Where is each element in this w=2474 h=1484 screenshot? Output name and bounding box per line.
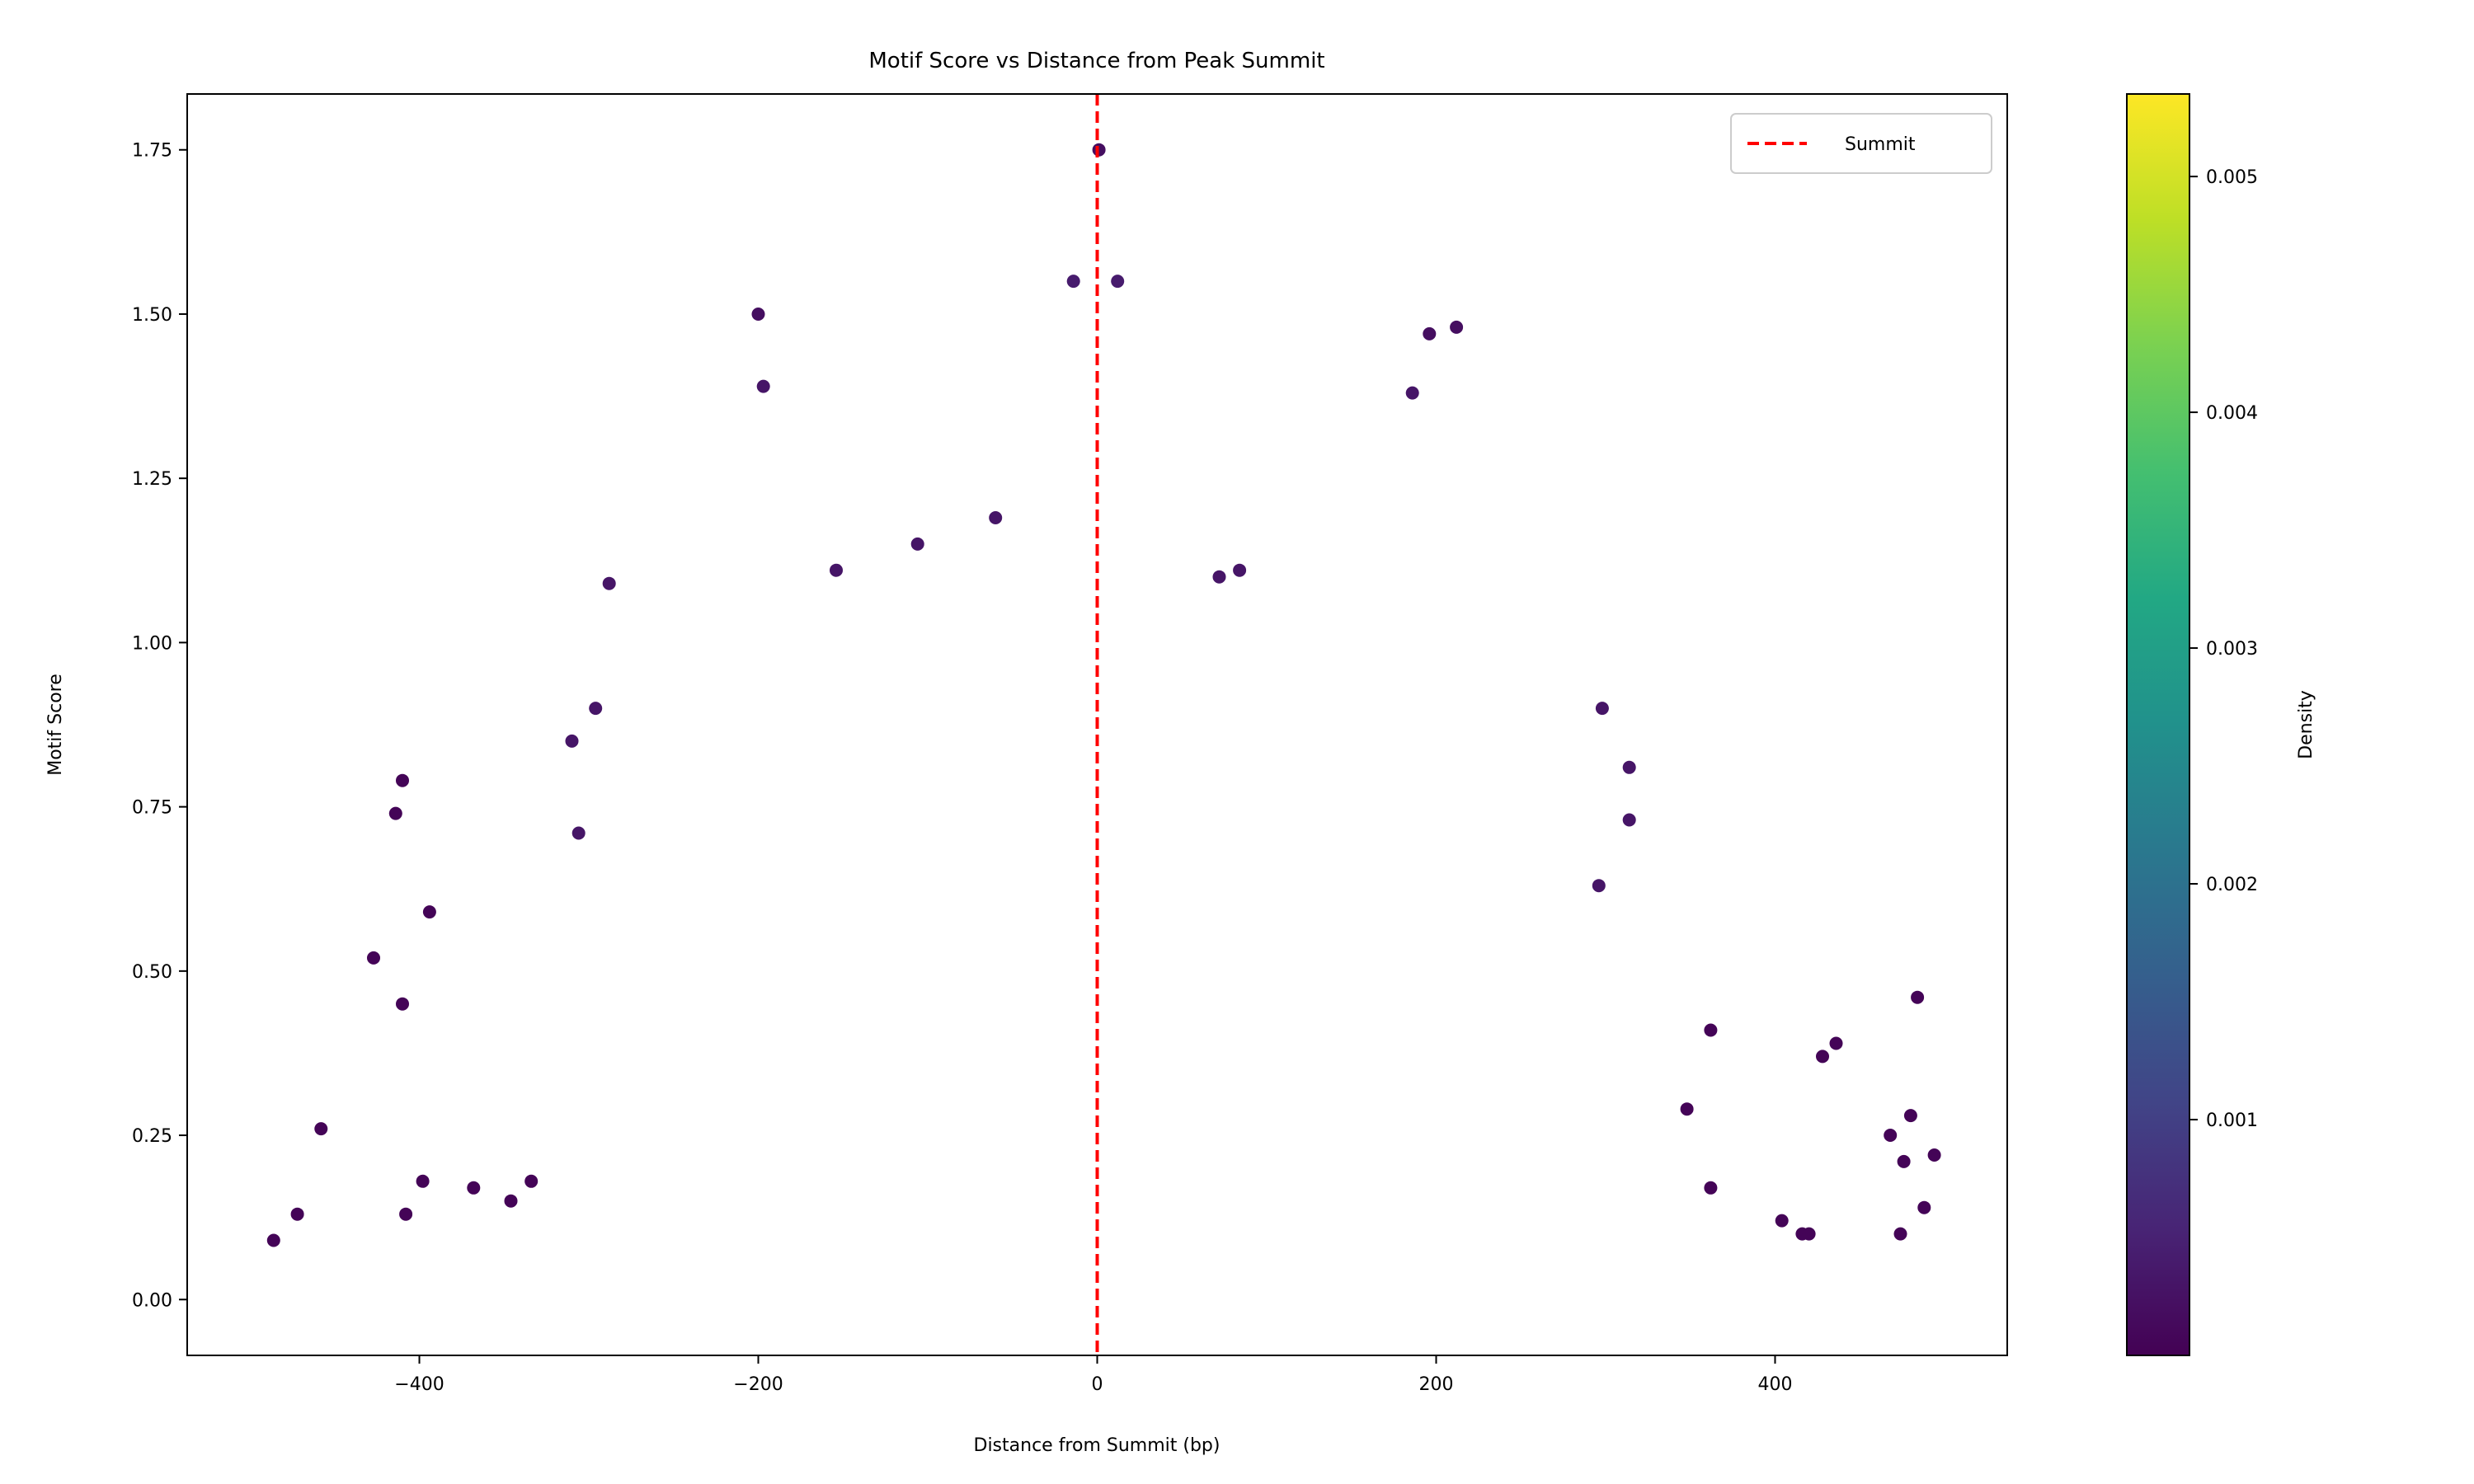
y-tick-label: 1.75 xyxy=(132,141,172,162)
x-axis: −400 −200 0 200 400 xyxy=(394,1355,1792,1395)
y-tick-label: 0.50 xyxy=(132,962,172,983)
y-axis: 0.00 0.25 0.50 0.75 1.00 1.25 1.50 1.75 xyxy=(132,141,187,1311)
data-point xyxy=(830,563,843,577)
data-point xyxy=(467,1181,481,1195)
data-point xyxy=(756,379,770,393)
data-point xyxy=(290,1207,304,1221)
data-point xyxy=(416,1174,430,1188)
x-tick-label: 400 xyxy=(1757,1374,1792,1395)
y-tick-label: 0.75 xyxy=(132,798,172,819)
data-point xyxy=(396,997,409,1011)
data-point xyxy=(751,308,765,321)
x-axis-label: Distance from Summit (bp) xyxy=(974,1435,1221,1456)
points-layer xyxy=(266,143,1941,1247)
colorbar-label: Density xyxy=(2296,690,2316,759)
x-tick-label: −200 xyxy=(733,1374,783,1395)
colorbar xyxy=(2126,93,2190,1356)
data-point xyxy=(1927,1148,1941,1162)
data-point xyxy=(1066,275,1080,289)
data-point xyxy=(1903,1109,1917,1123)
data-point xyxy=(1423,326,1437,340)
data-point xyxy=(1884,1129,1898,1142)
x-tick-label: −400 xyxy=(394,1374,444,1395)
colorbar-tick-label: 0.005 xyxy=(2206,167,2258,188)
data-point xyxy=(1897,1154,1911,1168)
data-point xyxy=(1111,275,1125,289)
data-point xyxy=(1092,143,1106,157)
legend-box xyxy=(1730,113,1992,174)
data-point xyxy=(1405,386,1419,400)
y-tick-label: 0.25 xyxy=(132,1126,172,1147)
data-point xyxy=(571,826,586,840)
y-tick-label: 0.00 xyxy=(132,1290,172,1311)
data-point xyxy=(602,576,616,590)
legend-label-summit: Summit xyxy=(1845,134,1916,155)
colorbar-tick-label: 0.003 xyxy=(2206,639,2258,660)
data-point xyxy=(1450,320,1464,334)
data-point xyxy=(1704,1181,1718,1195)
y-tick-label: 1.00 xyxy=(132,633,172,654)
data-point xyxy=(1802,1227,1816,1241)
data-point xyxy=(1680,1102,1694,1116)
data-point xyxy=(1829,1036,1843,1050)
data-point xyxy=(1212,570,1226,584)
data-point xyxy=(989,511,1003,524)
colorbar-axis: 0.001 0.002 0.003 0.004 0.005 xyxy=(2189,167,2258,1131)
data-point xyxy=(422,905,436,919)
x-tick-label: 0 xyxy=(1092,1374,1103,1395)
data-point xyxy=(910,537,924,551)
y-axis-label: Motif Score xyxy=(45,674,66,776)
data-point xyxy=(1592,879,1606,893)
legend: Summit xyxy=(1730,113,1992,174)
data-point xyxy=(504,1194,518,1208)
data-point xyxy=(1704,1023,1718,1037)
data-point xyxy=(1917,1200,1931,1214)
x-tick-label: 200 xyxy=(1418,1374,1453,1395)
data-point xyxy=(399,1207,413,1221)
data-point xyxy=(1816,1050,1829,1064)
data-point xyxy=(1622,760,1636,774)
data-point xyxy=(1622,813,1636,827)
data-point xyxy=(1893,1227,1907,1241)
y-tick-label: 1.50 xyxy=(132,305,172,326)
data-point xyxy=(367,951,380,965)
colorbar-tick-label: 0.004 xyxy=(2206,403,2258,424)
chart-title: Motif Score vs Distance from Peak Summit xyxy=(868,49,1324,73)
data-point xyxy=(1775,1214,1789,1228)
data-point xyxy=(1233,563,1247,577)
data-point xyxy=(1911,990,1925,1004)
data-point xyxy=(396,773,409,787)
data-point xyxy=(565,734,579,748)
data-point xyxy=(266,1233,280,1247)
data-point xyxy=(388,806,402,820)
data-point xyxy=(1595,702,1609,716)
colorbar-tick-label: 0.002 xyxy=(2206,875,2258,895)
colorbar-tick-label: 0.001 xyxy=(2206,1111,2258,1131)
data-point xyxy=(524,1174,539,1188)
data-point xyxy=(589,702,603,716)
y-tick-label: 1.25 xyxy=(132,469,172,490)
data-point xyxy=(314,1122,328,1136)
